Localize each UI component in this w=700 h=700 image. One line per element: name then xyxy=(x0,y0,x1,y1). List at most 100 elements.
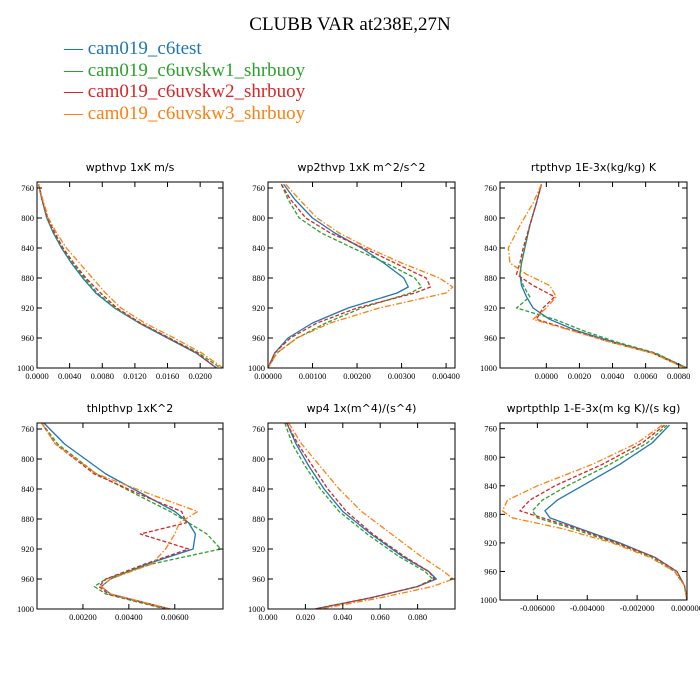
y-tick-label: 760 xyxy=(252,183,265,193)
x-tick-label: 0.00200 xyxy=(69,612,97,622)
plot-frame xyxy=(499,181,688,369)
y-tick-label: 1000 xyxy=(248,363,265,373)
y-tick-label: 840 xyxy=(21,243,34,253)
y-tick-label: 760 xyxy=(252,424,265,434)
x-tick-label: 0.080 xyxy=(408,612,427,622)
y-tick-label: 1000 xyxy=(480,363,497,373)
legend-entry: — cam019_c6test xyxy=(64,38,305,60)
plot-frame xyxy=(499,422,688,601)
y-tick-label: 840 xyxy=(21,484,34,494)
y-tick-label: 880 xyxy=(252,273,265,283)
series-line xyxy=(41,423,199,609)
legend-swatch: — xyxy=(64,81,88,102)
plot-frame xyxy=(36,422,224,610)
y-tick-label: 960 xyxy=(252,333,265,343)
y-tick-label: 880 xyxy=(484,509,497,519)
legend-label: cam019_c6uvskw3_shrbuoy xyxy=(87,102,306,124)
series-line xyxy=(507,184,686,368)
y-tick-label: 880 xyxy=(21,514,34,524)
panel-title: wpthvp 1xK m/s xyxy=(86,161,175,174)
y-tick-label: 1000 xyxy=(17,604,34,614)
panel-title: thlpthvp 1xK^2 xyxy=(87,402,174,415)
y-tick-label: 840 xyxy=(484,481,497,491)
panel-title: wp4 1x(m^4)/(s^4) xyxy=(307,402,417,415)
plot-frame xyxy=(267,181,456,369)
y-tick-label: 760 xyxy=(21,424,34,434)
series-line xyxy=(37,184,217,368)
plot-frame xyxy=(36,181,224,369)
legend-label: cam019_c6uvskw1_shrbuoy xyxy=(87,59,306,81)
x-tick-label: -0.002000 xyxy=(620,603,655,613)
y-tick-label: 800 xyxy=(484,452,497,462)
series-line xyxy=(288,423,454,609)
legend-entry: — cam019_c6uvskw1_shrbuoy xyxy=(64,60,305,82)
legend: — cam019_c6test — cam019_c6uvskw1_shrbuo… xyxy=(64,38,305,124)
x-tick-label: 0.020 xyxy=(296,612,315,622)
y-tick-label: 920 xyxy=(21,303,34,313)
chart-panel-3: rtpthvp 1E-3x(kg/kg) K 760 800 840 880 920 960… xyxy=(480,161,690,381)
y-tick-label: 960 xyxy=(484,333,497,343)
y-tick-label: 800 xyxy=(252,213,265,223)
y-tick-label: 1000 xyxy=(17,363,34,373)
series-line xyxy=(286,423,436,609)
series-line xyxy=(268,183,432,368)
y-tick-label: 920 xyxy=(484,303,497,313)
panel-title: rtpthvp 1E-3x(kg/kg) K xyxy=(531,161,657,174)
series-line xyxy=(284,423,434,609)
y-tick-label: 920 xyxy=(252,303,265,313)
y-tick-label: 960 xyxy=(484,566,497,576)
y-tick-label: 800 xyxy=(484,213,497,223)
x-tick-label: 0.040 xyxy=(333,612,352,622)
chart-panel-5: wp4 1x(m^4)/(s^4)76080084088092096010000… xyxy=(248,402,456,622)
series-line xyxy=(37,184,221,368)
legend-label: cam019_c6uvskw2_shrbuoy xyxy=(87,81,306,102)
y-tick-label: 760 xyxy=(484,183,497,193)
series-line xyxy=(519,184,687,368)
x-tick-label: 0.0040 xyxy=(601,371,624,381)
x-tick-label: 0.0040 xyxy=(58,371,81,381)
x-tick-label: 0.0080 xyxy=(667,371,690,381)
x-tick-label: 0.00100 xyxy=(299,371,327,381)
y-tick-label: 960 xyxy=(252,574,265,584)
legend-swatch: — xyxy=(64,102,88,124)
y-tick-label: 840 xyxy=(252,243,265,253)
y-tick-label: 960 xyxy=(21,574,34,584)
y-tick-label: 960 xyxy=(21,333,34,343)
y-tick-label: 1000 xyxy=(248,604,265,614)
y-tick-label: 800 xyxy=(21,213,34,223)
legend-swatch: — xyxy=(64,59,88,81)
series-line xyxy=(41,423,190,609)
x-tick-label: 0.000 xyxy=(258,612,277,622)
x-tick-label: 0.0020 xyxy=(568,371,591,381)
panel-title: wp2thvp 1xK m^2/s^2 xyxy=(297,161,425,174)
y-tick-label: 800 xyxy=(252,454,265,464)
y-tick-label: 920 xyxy=(252,544,265,554)
series-line xyxy=(268,183,454,368)
x-tick-label: 0.0000 xyxy=(535,371,558,381)
series-line xyxy=(268,184,423,368)
y-tick-label: 920 xyxy=(484,538,497,548)
x-tick-label: 0.00600 xyxy=(161,612,189,622)
legend-entry: — cam019_c6uvskw2_shrbuoy xyxy=(64,81,305,103)
series-line xyxy=(515,184,686,368)
y-tick-label: 880 xyxy=(21,273,34,283)
y-tick-label: 880 xyxy=(484,273,497,283)
panel-title: wprtpthlp 1-E-3x(m kg K)/(s kg) xyxy=(507,402,681,415)
y-tick-label: 920 xyxy=(21,544,34,554)
series-line xyxy=(544,424,687,600)
x-tick-label: 0.0080 xyxy=(91,371,114,381)
x-tick-label: 0.00200 xyxy=(343,371,371,381)
x-tick-label: 0.00000 xyxy=(254,371,282,381)
y-tick-label: 1000 xyxy=(480,595,497,605)
x-tick-label: 0.0160 xyxy=(156,371,179,381)
x-tick-label: 0.0060 xyxy=(634,371,657,381)
x-tick-label: 0.060 xyxy=(371,612,390,622)
x-tick-label: 0.0120 xyxy=(123,371,146,381)
legend-label: cam019_c6test xyxy=(87,38,202,59)
legend-swatch: — xyxy=(64,38,88,59)
series-line xyxy=(37,184,223,368)
x-tick-label: 0.00300 xyxy=(388,371,416,381)
legend-entry: — cam019_c6uvskw3_shrbuoy xyxy=(64,103,305,125)
chart-panel-6: wprtpthlp 1-E-3x(m kg K)/(s kg) 760 800 840… xyxy=(480,402,700,613)
